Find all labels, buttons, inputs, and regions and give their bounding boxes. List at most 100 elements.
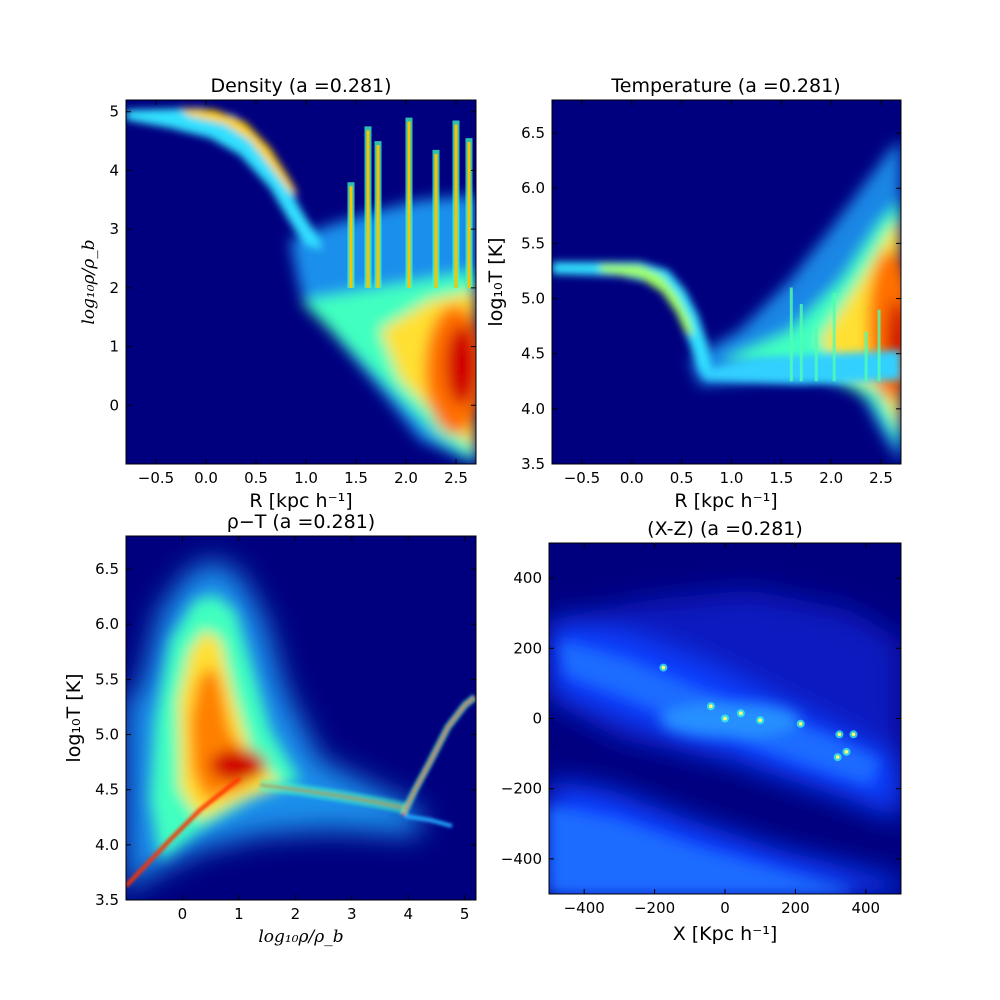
density-xtick-label: 2.5 [444,469,468,487]
xz-clump [739,711,743,716]
xz-xtick-label: −400 [564,899,605,917]
temperature-frame [551,99,902,465]
density-core-inner [446,325,476,405]
rho-t-cooling-halo [259,779,407,814]
rho-t-ytick-label: 5.0 [95,726,119,744]
density-frame [125,99,477,465]
density-ytick-label: 1 [109,338,119,356]
density-xtick-label: 1.5 [344,469,368,487]
xz-clump [837,732,842,737]
xz-clump [844,750,849,754]
density-xlabel: R [kpc h⁻¹] [249,490,352,512]
temperature-ytick-label: 5.0 [521,290,545,308]
temperature-ylabel: log₁₀T [K] [485,237,507,326]
temperature-ticks: −0.5 0.0 0.5 1.0 1.5 2.0 2.5 3.5 4.0 4.5 5.0 5.5 6.0… [521,100,901,487]
temperature-ytick-label: 6.0 [521,179,545,197]
xz-central-glow [660,702,800,738]
density-xtick-label: 0.0 [194,469,218,487]
xz-clump [851,732,856,737]
xz-clump [661,665,666,670]
temperature-spikes [789,287,881,382]
density-ridge-core [180,108,298,195]
temperature-ytick-label: 3.5 [521,455,545,473]
xz-title: (X-Z) (a =0.281) [647,518,803,540]
rho-t-ticks: 0 1 2 3 4 5 3.5 4.0 4.5 5.0 5.5 6.0 6.5 [95,536,476,923]
temperature-ytick-label: 4.0 [521,400,545,418]
temperature-xtick-label: −0.5 [564,469,600,487]
xz-clump [723,716,727,721]
rho-t-ytick-label: 6.0 [95,615,119,633]
rho-t-ylabel: log₁₀T [K] [63,673,85,762]
rho-t-xtick-label: 3 [347,905,357,923]
density-ytick-label: 5 [109,103,119,121]
temperature-ytick-label: 6.5 [521,124,545,142]
density-ylabel: log₁₀ρ/ρ_b [79,239,99,324]
density-xtick-label: 0.5 [244,469,268,487]
temperature-title: Temperature (a =0.281) [610,75,840,97]
rho-t-sf-branch [401,695,476,816]
xz-xtick-label: −200 [634,899,675,917]
xz-heatmap [549,590,901,894]
xz-clumps [659,663,858,762]
rho-t-ytick-label: 6.5 [95,560,119,578]
rho-t-xtick-label: 1 [234,905,244,923]
xz-ytick-label: 0 [532,710,542,728]
density-panel: −0.5 0.0 0.5 1.0 1.5 2.0 2.5 0 1 2 3 4 5 Density (a … [79,75,477,512]
density-xtick-label: 1.0 [294,469,318,487]
density-ytick-label: 0 [109,396,119,414]
rho-t-title: ρ−T (a =0.281) [227,511,375,533]
temperature-xlabel: R [kpc h⁻¹] [674,490,777,512]
temperature-ytick-label: 4.5 [521,345,545,363]
density-ytick-label: 3 [109,220,119,238]
rho-t-xtick-label: 0 [178,905,188,923]
rho-t-tail-red [126,776,242,888]
temperature-heatmap [552,140,901,464]
rho-t-xtick-label: 2 [291,905,301,923]
xz-clump [758,718,762,723]
xz-xtick-label: 0 [720,899,730,917]
xz-xtick-label: 200 [781,899,810,917]
xz-ytick-label: −200 [501,780,542,798]
rho-t-heatmap [126,560,476,900]
density-xtick-label: 2.0 [394,469,418,487]
density-ytick-label: 4 [109,161,119,179]
rho-t-xtick-label: 5 [460,905,470,923]
rho-t-panel: 0 1 2 3 4 5 3.5 4.0 4.5 5.0 5.5 6.0 6.5 ρ−T (a =0.28… [63,511,477,947]
temperature-xtick-label: 1.5 [769,469,793,487]
xz-xtick-label: 400 [851,899,880,917]
rho-t-core [210,749,266,781]
temperature-panel: −0.5 0.0 0.5 1.0 1.5 2.0 2.5 3.5 4.0 4.5 5.0 5.5 6.0… [485,75,902,512]
temperature-ytick-label: 5.5 [521,234,545,252]
xz-clump [709,704,713,709]
xz-ticks: −400 −200 0 200 400 −400 −200 0 200 400 [501,543,901,917]
temperature-arc-core [600,264,694,335]
rho-t-floor-tail [404,814,453,828]
xz-filament-lower-inner [549,805,850,894]
temperature-xtick-label: 2.5 [869,469,893,487]
temperature-xtick-label: 0.0 [620,469,644,487]
density-ytick-label: 2 [109,279,119,297]
xz-ytick-label: −400 [501,850,542,868]
rho-t-ytick-label: 4.5 [95,781,119,799]
xz-clump [798,721,803,726]
temperature-xtick-label: 0.5 [670,469,694,487]
temperature-xtick-label: 2.0 [819,469,843,487]
rho-t-ytick-label: 3.5 [95,891,119,909]
rho-t-ytick-label: 4.0 [95,836,119,854]
rho-t-xlabel: log₁₀ρ/ρ_b [258,927,343,947]
rho-t-frame [125,535,477,901]
density-ticks: −0.5 0.0 0.5 1.0 1.5 2.0 2.5 0 1 2 3 4 5 [109,100,476,487]
xz-panel: −400 −200 0 200 400 −400 −200 0 200 400 (X-Z) (a … [501,518,902,945]
rho-t-ytick-label: 5.5 [95,670,119,688]
density-heatmap [126,108,476,464]
xz-ytick-label: 200 [513,639,542,657]
rho-t-xtick-label: 4 [403,905,413,923]
xz-xlabel: X [Kpc h⁻¹] [673,923,778,945]
xz-clump [835,755,840,759]
density-xtick-label: −0.5 [138,469,174,487]
density-spikes [347,117,473,288]
xz-ytick-label: 400 [513,569,542,587]
temperature-plume-mid [720,200,901,450]
temperature-xtick-label: 1.0 [720,469,744,487]
